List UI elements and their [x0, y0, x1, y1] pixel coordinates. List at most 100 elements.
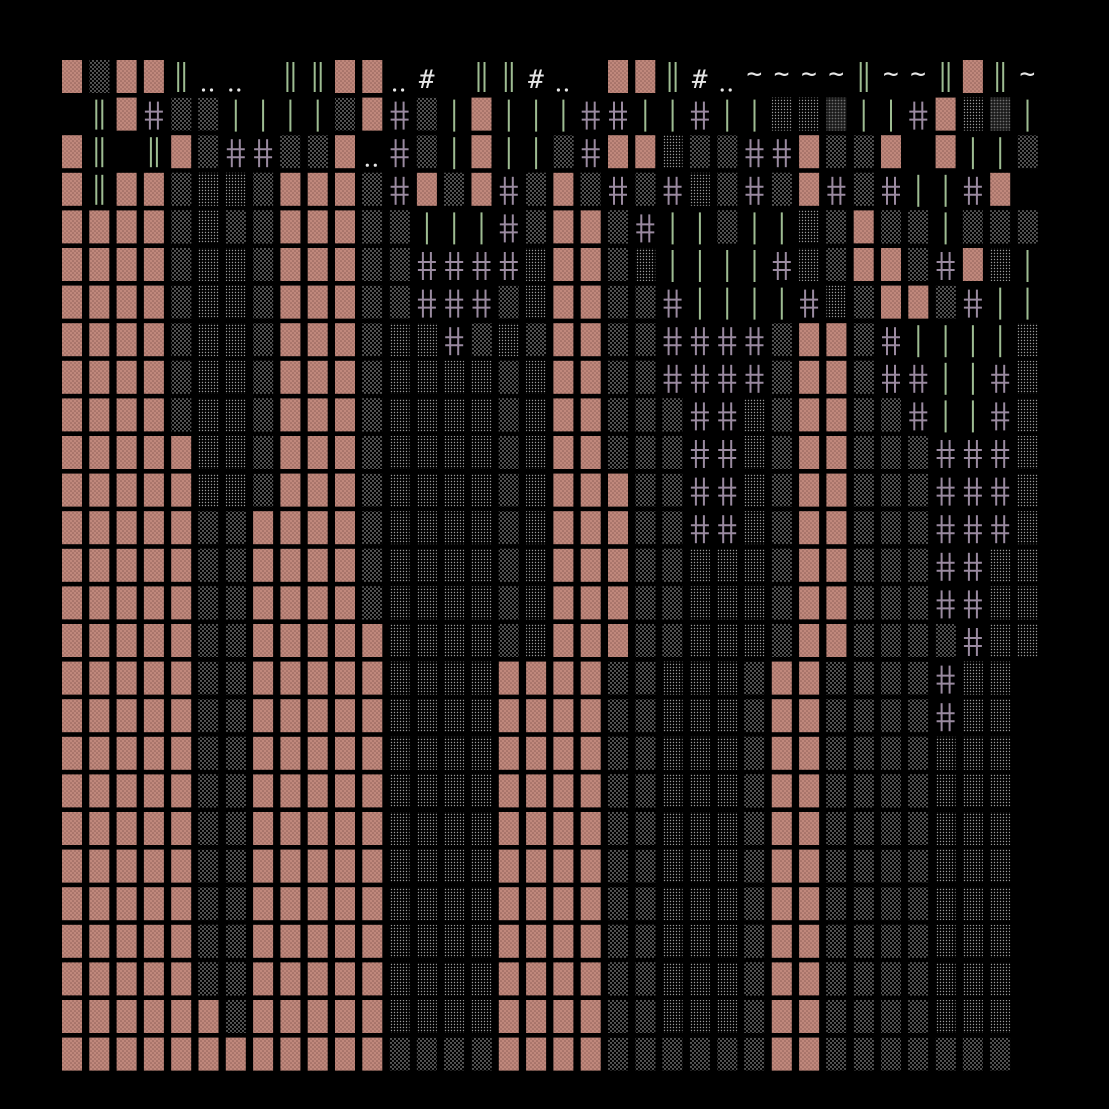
cell-pink-dotted-block	[307, 624, 328, 657]
cell-light-stipple-block	[935, 1037, 956, 1071]
cell-light-stipple-block	[717, 172, 738, 206]
cell-pink-dotted-block	[635, 60, 656, 93]
cell-light-stipple-block	[498, 398, 519, 432]
cell-light-stipple-block	[826, 699, 847, 733]
cell-light-stipple-block	[853, 398, 874, 432]
cell-pink-dotted-block	[143, 323, 164, 357]
cell-pink-dotted-block	[62, 172, 82, 206]
cell-pink-dotted-block	[526, 849, 547, 883]
cell-pink-dotted-block	[335, 962, 355, 996]
cell-medium-stipple-block	[198, 285, 219, 319]
cell-medium-stipple-block	[1017, 511, 1038, 545]
cell-pink-dotted-block	[553, 661, 574, 695]
cell-pink-dotted-block	[280, 887, 301, 921]
cell-pink-dotted-block	[280, 210, 301, 244]
cell-pink-dotted-block	[826, 360, 847, 394]
cell-pink-dotted-block	[62, 812, 82, 845]
cell-light-stipple-block	[853, 774, 874, 808]
cell-pink-dotted-block	[62, 774, 82, 808]
cell-medium-stipple-block	[662, 661, 683, 695]
cell-pink-dotted-block	[553, 548, 574, 582]
cell-light-stipple-block	[908, 1000, 929, 1033]
cell-pink-dotted-block	[116, 699, 137, 733]
cell-light-stipple-block	[881, 548, 901, 582]
cell-medium-stipple-block	[990, 624, 1011, 657]
cell-pink-dotted-block	[280, 323, 301, 357]
cell-double-bar-glyph	[477, 62, 486, 92]
cell-light-stipple-block	[744, 1000, 765, 1033]
cell-medium-stipple-block	[799, 248, 820, 281]
cell-pink-dotted-block	[143, 60, 164, 93]
cell-pink-dotted-block	[116, 624, 137, 657]
cell-pink-dotted-block	[580, 849, 601, 883]
cell-double-cross-glyph	[636, 214, 655, 243]
cell-light-stipple-block	[935, 285, 956, 319]
cell-pink-dotted-block	[307, 661, 328, 695]
cell-pink-dotted-block	[280, 624, 301, 657]
cell-pink-dotted-block	[89, 736, 110, 770]
cell-pink-dotted-block	[580, 248, 601, 281]
cell-light-stipple-block	[608, 323, 628, 357]
cell-light-stipple-block	[225, 774, 246, 808]
cell-light-stipple-block	[635, 849, 656, 883]
cell-medium-stipple-block	[744, 473, 765, 507]
cell-double-cross-glyph	[499, 252, 518, 280]
cell-pink-dotted-block	[771, 1000, 792, 1033]
cell-light-stipple-block	[771, 436, 792, 469]
cell-pink-dotted-block	[771, 699, 792, 733]
svg-text:~: ~	[910, 59, 926, 89]
cell-pink-dotted-block	[62, 962, 82, 996]
cell-light-stipple-block	[771, 398, 792, 432]
cell-pink-dotted-block	[143, 661, 164, 695]
cell-pink-dotted-block	[116, 60, 137, 93]
cell-light-stipple-block	[744, 924, 765, 958]
cell-double-cross-glyph	[991, 477, 1010, 506]
cell-pink-dotted-block	[553, 812, 574, 845]
cell-double-cross-glyph	[690, 440, 709, 468]
cell-medium-stipple-block	[416, 699, 437, 733]
cell-medium-stipple-block	[416, 323, 437, 357]
cell-medium-stipple-block	[962, 812, 983, 845]
cell-double-cross-glyph	[609, 101, 627, 130]
cell-medium-stipple-block	[416, 360, 437, 394]
cell-medium-stipple-block	[1017, 473, 1038, 507]
cell-pink-dotted-block	[89, 1000, 110, 1033]
cell-medium-stipple-block	[471, 812, 492, 845]
cell-pink-dotted-block	[171, 473, 192, 507]
cell-pink-dotted-block	[116, 398, 137, 432]
cell-light-stipple-block	[498, 285, 519, 319]
cell-pink-dotted-block	[62, 586, 82, 620]
cell-medium-stipple-block	[799, 97, 820, 131]
cell-pink-dotted-block	[253, 548, 274, 582]
svg-text:#: #	[528, 65, 544, 95]
cell-medium-stipple-block	[389, 736, 410, 770]
cell-medium-stipple-block	[744, 548, 765, 582]
cell-medium-stipple-block	[990, 812, 1011, 845]
cell-medium-stipple-block	[689, 812, 710, 845]
cell-light-stipple-block	[689, 135, 710, 169]
cell-pink-dotted-block	[335, 699, 355, 733]
cell-pink-dotted-block	[307, 285, 328, 319]
svg-text:~: ~	[747, 59, 763, 89]
cell-pink-dotted-block	[89, 812, 110, 845]
cell-pink-dotted-block	[553, 586, 574, 620]
cell-light-stipple-block	[853, 172, 874, 206]
cell-light-stipple-block	[444, 1037, 465, 1071]
cell-light-stipple-block	[389, 248, 410, 281]
cell-medium-stipple-block	[389, 887, 410, 921]
cell-pink-dotted-block	[143, 360, 164, 394]
cell-medium-stipple-block	[689, 699, 710, 733]
cell-pink-dotted-block	[89, 436, 110, 469]
cell-double-cross-glyph	[445, 252, 464, 280]
cell-pink-dotted-block	[335, 774, 355, 808]
cell-light-stipple-block	[362, 398, 383, 432]
cell-light-stipple-block	[498, 511, 519, 545]
cell-pink-dotted-block	[280, 1037, 301, 1071]
cell-double-cross-glyph	[690, 327, 709, 356]
cell-pink-dotted-block	[253, 699, 274, 733]
cell-light-stipple-block	[826, 812, 847, 845]
cell-light-stipple-block	[171, 210, 192, 244]
cell-medium-stipple-block	[526, 398, 547, 432]
cell-pink-dotted-block	[116, 849, 137, 883]
cell-pink-dotted-block	[335, 924, 355, 958]
